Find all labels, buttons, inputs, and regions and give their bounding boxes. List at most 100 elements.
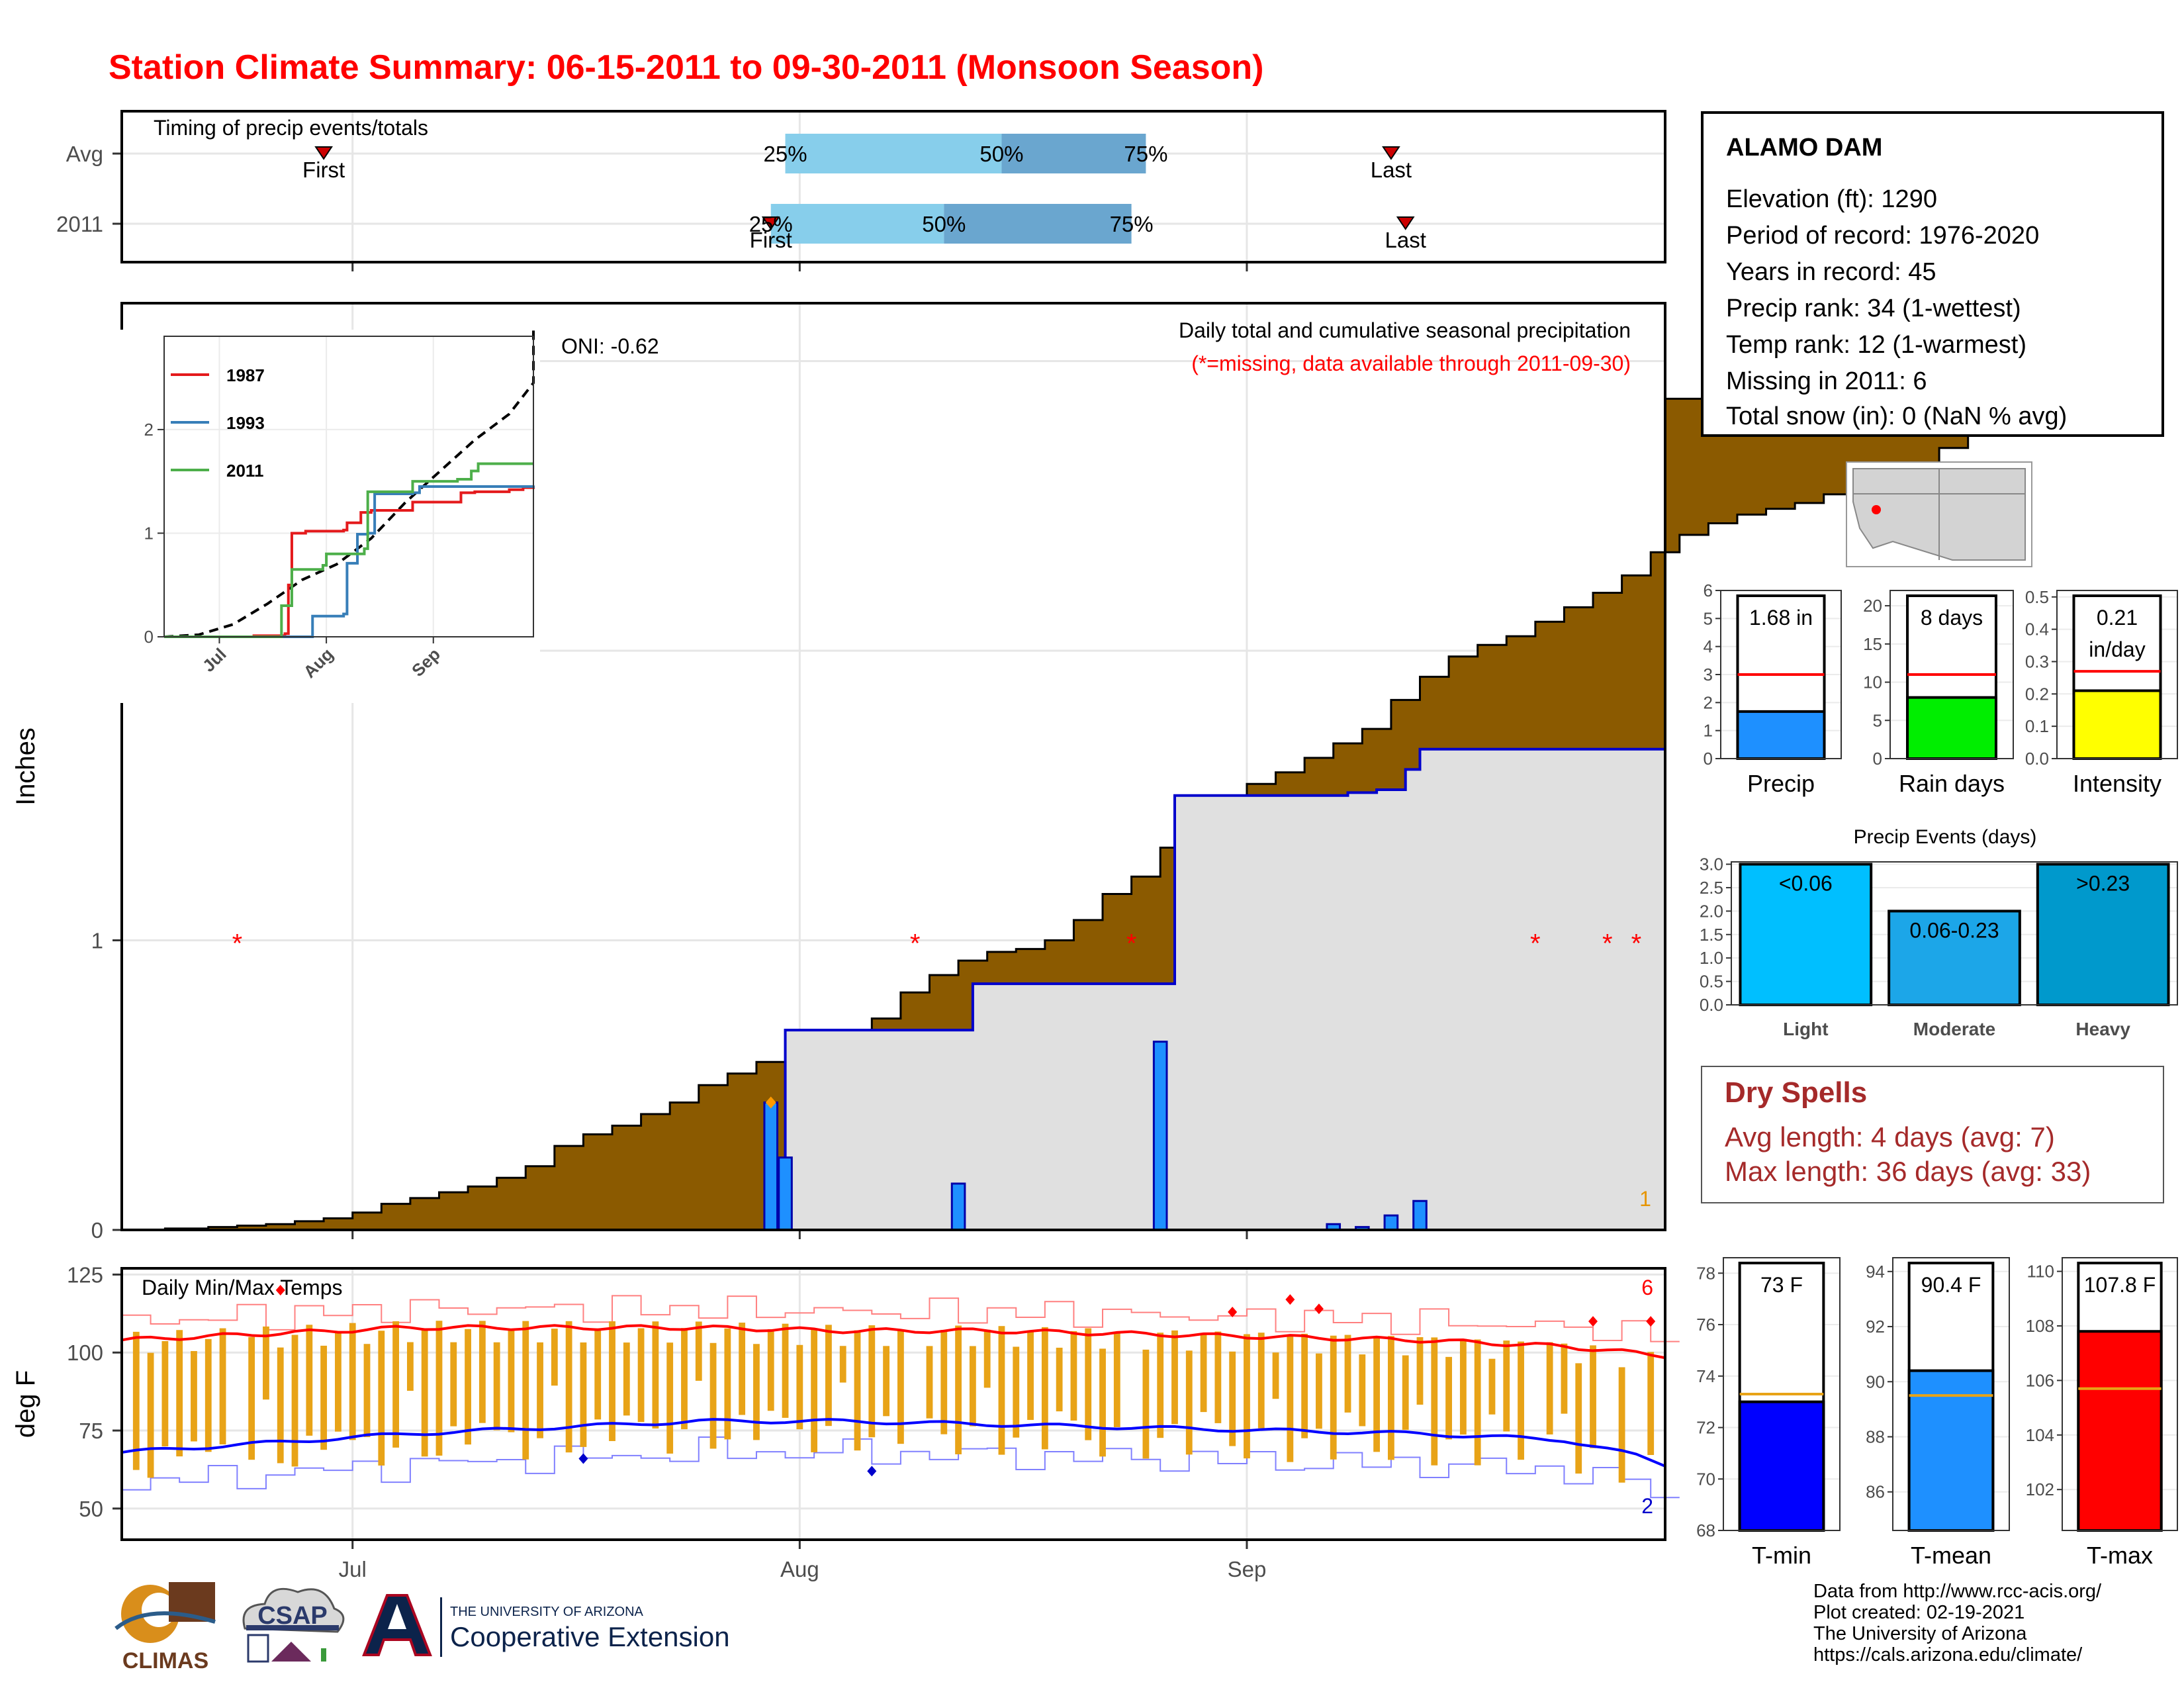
events-ytick-label: 0.0 xyxy=(1700,995,1723,1015)
temp-range-bar xyxy=(161,1340,169,1447)
timeline-first-marker xyxy=(761,216,780,230)
temp-range-bar xyxy=(739,1323,746,1415)
temp-range-bar xyxy=(335,1333,341,1432)
temp-range-bar xyxy=(1359,1354,1366,1427)
station-precip-rank: Precip rank: 34 (1-wettest) xyxy=(1726,295,2021,322)
small-chart-ytick-label: 4 xyxy=(1704,637,1713,657)
station-snow: Total snow (in): 0 (NaN % avg) xyxy=(1726,402,2068,430)
temp-range-bar xyxy=(1330,1335,1337,1460)
temp-range-bar xyxy=(666,1342,674,1454)
temp-range-bar xyxy=(1647,1352,1655,1456)
temp-range-bar xyxy=(811,1330,818,1452)
events-ytick-label: 3.0 xyxy=(1700,855,1723,874)
small-chart-value-bar xyxy=(2077,1330,2163,1532)
temp-range-bar xyxy=(1013,1346,1020,1438)
small-chart-value-label: 107.8 F xyxy=(2084,1273,2156,1297)
small-chart-ytick-label: 76 xyxy=(1696,1315,1715,1335)
temp-range-bar xyxy=(1546,1342,1553,1435)
record-high-marker xyxy=(1314,1303,1324,1315)
temp-range-bar xyxy=(320,1345,328,1450)
temp-ytick-label: 125 xyxy=(67,1262,103,1287)
small-chart-ytick-label: 74 xyxy=(1696,1366,1715,1386)
timeline-bar-q50-q75 xyxy=(1001,134,1146,173)
small-chart-value-label: 0.21 xyxy=(2097,606,2138,630)
daily-precip-bar xyxy=(1383,1214,1399,1231)
precip-subtitle: (*=missing, data available through 2011-… xyxy=(1191,352,1631,375)
temp-panel: 50 75 100 125 Daily Min/Max Temps 6 2 deg F Jul A… xyxy=(11,1262,1680,1581)
temp-corner-low: 2 xyxy=(1641,1494,1653,1518)
temp-range-bar xyxy=(1388,1336,1394,1460)
small-chart-ytick-label: 2 xyxy=(1704,692,1713,712)
temp-range-bar xyxy=(580,1342,587,1447)
missing-marker: * xyxy=(910,929,921,959)
temp-range-bar xyxy=(1503,1340,1510,1432)
temp-xtick-label: Aug xyxy=(780,1557,819,1581)
temp-range-bar xyxy=(1113,1332,1120,1427)
temp-range-bar xyxy=(883,1346,890,1417)
small-chart-ytick-label: 108 xyxy=(2026,1316,2054,1336)
temp-range-bar xyxy=(1070,1331,1077,1421)
temp-range-bar xyxy=(435,1321,443,1456)
events-title: Precip Events (days) xyxy=(1854,826,2037,848)
temp-range-bar xyxy=(637,1328,645,1423)
temp-range-bar xyxy=(565,1321,572,1453)
temp-range-bar xyxy=(248,1336,255,1460)
timeline-first-label: First xyxy=(750,228,792,252)
small-chart-ytick-label: 72 xyxy=(1696,1418,1715,1438)
small-chart-ytick-label: 0.0 xyxy=(2025,749,2049,769)
temp-range-bar xyxy=(406,1342,414,1391)
small-chart-ytick-label: 86 xyxy=(1866,1482,1885,1502)
events-range-label: >0.23 xyxy=(2076,872,2130,896)
temp-range-bar xyxy=(724,1328,731,1440)
precip-corner-label: 1 xyxy=(1639,1187,1651,1211)
temp-range-bar xyxy=(609,1321,615,1441)
small-chart-value-bar xyxy=(1738,1400,1825,1532)
inset-series-1993 xyxy=(164,485,535,638)
temp-range-bar xyxy=(681,1328,688,1430)
temp-range-bar xyxy=(940,1330,948,1434)
temp-range-bar xyxy=(868,1325,876,1438)
temp-xtick-label: Sep xyxy=(1228,1557,1267,1581)
page-title: Station Climate Summary: 06-15-2011 to 0… xyxy=(109,48,1264,87)
temp-range-bar xyxy=(219,1328,226,1444)
temp-range-bar xyxy=(132,1331,140,1470)
temp-range-bar xyxy=(1575,1363,1582,1474)
temp-ylabel: deg F xyxy=(11,1370,40,1438)
temp-range-bar xyxy=(1618,1367,1625,1483)
temp-ytick-label: 75 xyxy=(79,1419,103,1443)
small-chart-ytick-label: 94 xyxy=(1866,1262,1885,1282)
temp-range-bar xyxy=(623,1342,630,1416)
inset-ytick-label: 0 xyxy=(144,627,154,647)
inset-bg xyxy=(85,330,540,703)
temp-range-bar xyxy=(1402,1355,1409,1430)
events-ytick-label: 1.5 xyxy=(1700,925,1723,945)
timeline-row-label: Avg xyxy=(66,142,103,166)
events-category-label: Heavy xyxy=(2075,1019,2130,1039)
credit-org: The University of Arizona xyxy=(1813,1623,2027,1644)
temp-range-bar xyxy=(998,1326,1005,1455)
inset-ytick-label: 1 xyxy=(144,523,154,543)
events-bar xyxy=(1888,910,2021,1006)
small-chart-ytick-label: 70 xyxy=(1696,1469,1715,1489)
timeline-q25-label: 25% xyxy=(749,212,793,236)
small-bar-charts: 0 1 2 3 4 5 6 1.68 in Precip 0 5 10 15 20 8 days Rain d… xyxy=(1696,461,2178,1569)
small-chart-frame xyxy=(2062,1257,2178,1531)
dry-spells-box: Dry Spells Avg length: 4 days (avg: 7) M… xyxy=(1701,1066,2164,1203)
temp-range-bar xyxy=(969,1346,976,1427)
temp-range-bar xyxy=(465,1329,471,1445)
tmax-record-line xyxy=(121,1295,1680,1342)
temp-range-bar xyxy=(955,1325,962,1454)
temp-range-bar xyxy=(508,1329,515,1432)
ua-extension-logo: THE UNIVERSITY OF ARIZONA Cooperative Ex… xyxy=(357,1592,754,1665)
station-period: Period of record: 1976-2020 xyxy=(1726,222,2040,250)
csap-logo-text: CSAP xyxy=(257,1602,328,1630)
precip-ytick-label: 1 xyxy=(91,929,103,953)
inset-legend-label: 1993 xyxy=(226,413,265,433)
small-chart-category: T-max xyxy=(2087,1542,2153,1569)
inset-frame xyxy=(163,336,534,637)
timeline-last-label: Last xyxy=(1385,228,1426,252)
temp-range-bar xyxy=(1518,1341,1524,1460)
small-chart-category: Precip xyxy=(1747,770,1815,797)
climas-logo: CLIMAS xyxy=(109,1575,222,1675)
events-ytick-label: 1.0 xyxy=(1700,948,1723,968)
